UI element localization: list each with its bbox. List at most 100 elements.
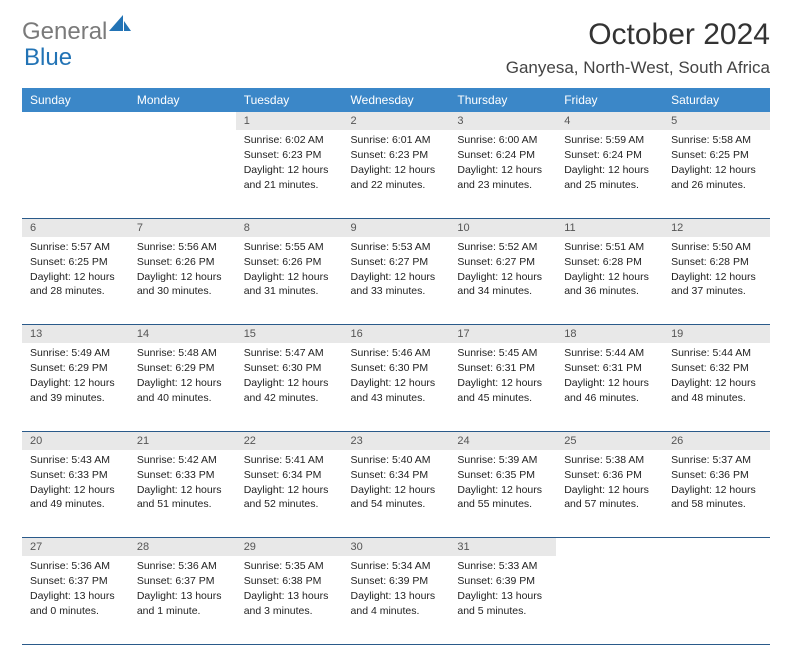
day-content-cell: Sunrise: 5:45 AMSunset: 6:31 PMDaylight:… [449, 343, 556, 431]
day-content-cell: Sunrise: 5:49 AMSunset: 6:29 PMDaylight:… [22, 343, 129, 431]
dow-header: Friday [556, 88, 663, 112]
dow-header: Sunday [22, 88, 129, 112]
daylight-text: Daylight: 12 hours and 40 minutes. [137, 376, 228, 404]
day-number-cell: 18 [556, 325, 663, 344]
sunrise-text: Sunrise: 5:56 AM [137, 240, 228, 254]
sunrise-text: Sunrise: 5:51 AM [564, 240, 655, 254]
daylight-text: Daylight: 12 hours and 26 minutes. [671, 163, 762, 191]
day-number-cell: 13 [22, 325, 129, 344]
daylight-text: Daylight: 12 hours and 43 minutes. [351, 376, 442, 404]
sunset-text: Sunset: 6:34 PM [244, 468, 335, 482]
day-number-cell: 8 [236, 218, 343, 237]
sunrise-text: Sunrise: 5:58 AM [671, 133, 762, 147]
day-content-cell: Sunrise: 5:36 AMSunset: 6:37 PMDaylight:… [22, 556, 129, 644]
day-content-cell: Sunrise: 5:38 AMSunset: 6:36 PMDaylight:… [556, 450, 663, 538]
day-number-row: 12345 [22, 112, 770, 130]
sunset-text: Sunset: 6:29 PM [30, 361, 121, 375]
sunset-text: Sunset: 6:37 PM [30, 574, 121, 588]
sunset-text: Sunset: 6:37 PM [137, 574, 228, 588]
calendar-body: 12345Sunrise: 6:02 AMSunset: 6:23 PMDayl… [22, 112, 770, 644]
daylight-text: Daylight: 13 hours and 0 minutes. [30, 589, 121, 617]
sunset-text: Sunset: 6:27 PM [351, 255, 442, 269]
sunset-text: Sunset: 6:39 PM [457, 574, 548, 588]
day-number-row: 13141516171819 [22, 325, 770, 344]
day-content-cell: Sunrise: 5:56 AMSunset: 6:26 PMDaylight:… [129, 237, 236, 325]
sunset-text: Sunset: 6:25 PM [30, 255, 121, 269]
daylight-text: Daylight: 13 hours and 1 minute. [137, 589, 228, 617]
daylight-text: Daylight: 12 hours and 42 minutes. [244, 376, 335, 404]
day-number-row: 6789101112 [22, 218, 770, 237]
sunrise-text: Sunrise: 5:35 AM [244, 559, 335, 573]
day-number-cell: 30 [343, 538, 450, 557]
title-block: October 2024 Ganyesa, North-West, South … [506, 18, 770, 78]
sunset-text: Sunset: 6:28 PM [564, 255, 655, 269]
daylight-text: Daylight: 12 hours and 22 minutes. [351, 163, 442, 191]
day-number-cell: 23 [343, 431, 450, 450]
day-content-cell: Sunrise: 5:53 AMSunset: 6:27 PMDaylight:… [343, 237, 450, 325]
sunset-text: Sunset: 6:23 PM [244, 148, 335, 162]
daylight-text: Daylight: 12 hours and 55 minutes. [457, 483, 548, 511]
day-number-cell: 21 [129, 431, 236, 450]
day-content-cell: Sunrise: 5:59 AMSunset: 6:24 PMDaylight:… [556, 130, 663, 218]
daylight-text: Daylight: 13 hours and 3 minutes. [244, 589, 335, 617]
daylight-text: Daylight: 12 hours and 28 minutes. [30, 270, 121, 298]
day-content-cell: Sunrise: 5:43 AMSunset: 6:33 PMDaylight:… [22, 450, 129, 538]
sunset-text: Sunset: 6:36 PM [564, 468, 655, 482]
day-content-cell: Sunrise: 5:37 AMSunset: 6:36 PMDaylight:… [663, 450, 770, 538]
sail-icon [109, 15, 131, 36]
day-number-cell: 20 [22, 431, 129, 450]
day-number-cell: 27 [22, 538, 129, 557]
sunset-text: Sunset: 6:33 PM [137, 468, 228, 482]
day-content-cell: Sunrise: 5:51 AMSunset: 6:28 PMDaylight:… [556, 237, 663, 325]
sunrise-text: Sunrise: 5:46 AM [351, 346, 442, 360]
daylight-text: Daylight: 12 hours and 45 minutes. [457, 376, 548, 404]
sunset-text: Sunset: 6:26 PM [137, 255, 228, 269]
sunset-text: Sunset: 6:30 PM [244, 361, 335, 375]
day-number-cell: 2 [343, 112, 450, 130]
day-number-row: 20212223242526 [22, 431, 770, 450]
sunrise-text: Sunrise: 6:00 AM [457, 133, 548, 147]
sunrise-text: Sunrise: 5:45 AM [457, 346, 548, 360]
sunrise-text: Sunrise: 5:41 AM [244, 453, 335, 467]
day-number-cell [22, 112, 129, 130]
sunset-text: Sunset: 6:24 PM [457, 148, 548, 162]
day-number-cell: 24 [449, 431, 556, 450]
day-content-cell: Sunrise: 5:50 AMSunset: 6:28 PMDaylight:… [663, 237, 770, 325]
sunrise-text: Sunrise: 5:49 AM [30, 346, 121, 360]
logo-text-general: General [22, 18, 107, 46]
sunrise-text: Sunrise: 5:34 AM [351, 559, 442, 573]
day-number-cell: 17 [449, 325, 556, 344]
sunrise-text: Sunrise: 5:33 AM [457, 559, 548, 573]
day-content-cell [22, 130, 129, 218]
sunset-text: Sunset: 6:39 PM [351, 574, 442, 588]
day-number-cell: 4 [556, 112, 663, 130]
daylight-text: Daylight: 12 hours and 57 minutes. [564, 483, 655, 511]
logo: General [22, 18, 131, 46]
day-number-cell [663, 538, 770, 557]
daylight-text: Daylight: 12 hours and 30 minutes. [137, 270, 228, 298]
logo-text-blue-wrap: Blue [26, 44, 72, 72]
sunrise-text: Sunrise: 5:50 AM [671, 240, 762, 254]
sunrise-text: Sunrise: 5:36 AM [137, 559, 228, 573]
day-number-cell: 14 [129, 325, 236, 344]
day-content-cell: Sunrise: 5:57 AMSunset: 6:25 PMDaylight:… [22, 237, 129, 325]
day-number-cell [129, 112, 236, 130]
logo-text-blue: Blue [24, 44, 72, 71]
sunrise-text: Sunrise: 5:57 AM [30, 240, 121, 254]
day-number-cell: 28 [129, 538, 236, 557]
day-content-cell [663, 556, 770, 644]
day-content-cell: Sunrise: 6:01 AMSunset: 6:23 PMDaylight:… [343, 130, 450, 218]
day-number-cell [556, 538, 663, 557]
dow-header: Saturday [663, 88, 770, 112]
sunrise-text: Sunrise: 5:44 AM [671, 346, 762, 360]
month-title: October 2024 [506, 18, 770, 52]
daylight-text: Daylight: 12 hours and 37 minutes. [671, 270, 762, 298]
sunset-text: Sunset: 6:25 PM [671, 148, 762, 162]
daylight-text: Daylight: 12 hours and 58 minutes. [671, 483, 762, 511]
sunrise-text: Sunrise: 5:55 AM [244, 240, 335, 254]
daylight-text: Daylight: 12 hours and 23 minutes. [457, 163, 548, 191]
day-content-cell: Sunrise: 6:00 AMSunset: 6:24 PMDaylight:… [449, 130, 556, 218]
day-content-cell: Sunrise: 5:44 AMSunset: 6:32 PMDaylight:… [663, 343, 770, 431]
day-number-cell: 6 [22, 218, 129, 237]
sunset-text: Sunset: 6:36 PM [671, 468, 762, 482]
